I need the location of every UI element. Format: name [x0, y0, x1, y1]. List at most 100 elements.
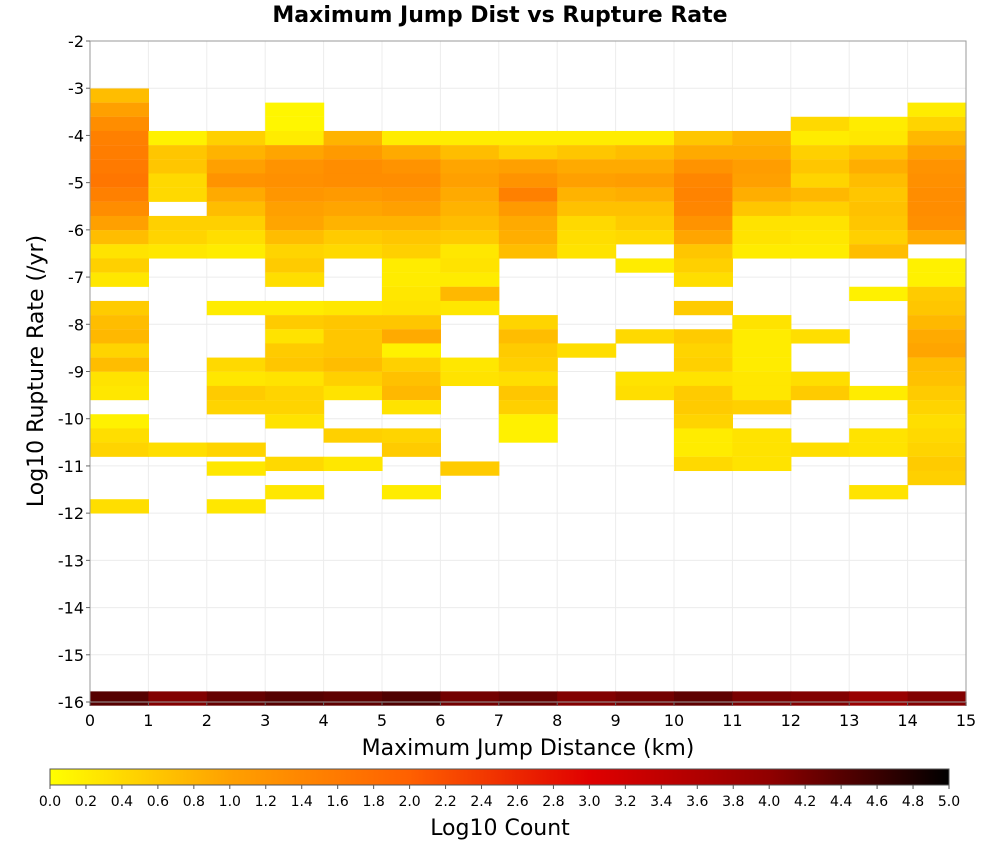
heatmap-cell	[907, 258, 967, 273]
heatmap-cell	[498, 173, 558, 188]
heatmap-cell	[382, 371, 441, 387]
heatmap-cell	[265, 173, 325, 188]
x-tick-label: 8	[552, 711, 562, 730]
colorbar-tick-label: 1.6	[327, 794, 349, 810]
heatmap-cell	[382, 272, 441, 287]
heatmap-cell	[90, 244, 149, 259]
heatmap-cell	[557, 159, 617, 174]
heatmap-cell	[674, 244, 733, 259]
heatmap-cell	[90, 187, 149, 202]
heatmap-cell	[732, 201, 792, 217]
heatmap-cell	[790, 230, 850, 245]
heatmap-cell	[557, 130, 617, 146]
heatmap-cell	[206, 371, 266, 387]
heatmap-cell	[674, 145, 733, 160]
heatmap-cell	[265, 130, 325, 146]
heatmap-cell	[265, 145, 325, 160]
heatmap-cell	[206, 385, 266, 401]
heatmap-cell	[907, 173, 967, 188]
heatmap-cell	[265, 315, 325, 330]
heatmap-cell	[907, 130, 967, 146]
heatmap-cell	[265, 244, 325, 259]
heatmap-cell	[498, 414, 558, 429]
heatmap-cell	[382, 286, 441, 302]
heatmap-cell	[498, 428, 558, 443]
heatmap-cell	[382, 315, 441, 330]
heatmap-cell	[907, 329, 967, 344]
heatmap-cell	[615, 215, 675, 231]
heatmap-cell	[206, 173, 266, 188]
heatmap-cell	[323, 173, 383, 188]
heatmap-cell	[440, 461, 500, 476]
y-tick-label: -5	[68, 174, 84, 193]
heatmap-cell	[148, 187, 208, 202]
heatmap-cell	[265, 371, 325, 387]
heatmap-cell	[382, 173, 441, 188]
heatmap-cell	[674, 130, 733, 146]
heatmap-cell	[265, 300, 325, 316]
heatmap-cell	[557, 230, 617, 245]
heatmap-cell	[498, 215, 558, 231]
x-tick-label: 7	[494, 711, 504, 730]
heatmap-cell	[849, 442, 909, 457]
heatmap-cell	[90, 414, 149, 429]
heatmap-cell	[615, 159, 675, 174]
y-tick-label: -10	[58, 410, 84, 429]
heatmap-cell	[206, 201, 266, 217]
heatmap-cell	[557, 187, 617, 202]
colorbar-tick-label: 0.4	[111, 794, 133, 810]
heatmap-cell	[674, 691, 733, 706]
heatmap-cell	[265, 691, 325, 706]
heatmap-cell	[206, 461, 266, 476]
heatmap-cell	[498, 691, 558, 706]
x-tick-label: 2	[202, 711, 212, 730]
heatmap-cell	[90, 315, 149, 330]
y-tick-label: -3	[68, 79, 84, 98]
heatmap-cell	[732, 159, 792, 174]
colorbar-tick-label: 2.2	[434, 794, 456, 810]
heatmap-cell	[148, 230, 208, 245]
heatmap-cell	[732, 428, 792, 443]
heatmap-cell	[90, 329, 149, 344]
heatmap-cell	[206, 244, 266, 259]
heatmap-cell	[206, 442, 266, 457]
heatmap-cell	[849, 173, 909, 188]
heatmap-cell	[732, 130, 792, 146]
heatmap-cell	[90, 130, 149, 146]
y-tick-label: -6	[68, 221, 84, 240]
heatmap-cell	[732, 343, 792, 358]
heatmap-cell	[907, 400, 967, 415]
heatmap-cell	[440, 244, 500, 259]
heatmap-cell	[557, 215, 617, 231]
heatmap-cell	[206, 300, 266, 316]
x-axis-title: Maximum Jump Distance (km)	[362, 736, 695, 761]
heatmap-cell	[907, 442, 967, 457]
heatmap-cell	[674, 371, 733, 387]
heatmap-cell	[265, 414, 325, 429]
colorbar-tick-label: 0.0	[39, 794, 61, 810]
heatmap-cell	[382, 343, 441, 358]
heatmap-cell	[265, 230, 325, 245]
heatmap-cell	[148, 244, 208, 259]
heatmap-cell	[615, 258, 675, 273]
heatmap-cell	[323, 329, 383, 344]
heatmap-cell	[323, 130, 383, 146]
heatmap-cell	[148, 442, 208, 457]
heatmap-cell	[615, 145, 675, 160]
x-tick-label: 3	[260, 711, 270, 730]
heatmap-cell	[90, 102, 149, 117]
heatmap-cell	[440, 159, 500, 174]
x-tick-label: 5	[377, 711, 387, 730]
heatmap-cell	[323, 357, 383, 372]
heatmap-cell	[557, 691, 617, 706]
heatmap-cell	[265, 385, 325, 401]
heatmap-cell	[674, 201, 733, 217]
heatmap-cell	[382, 329, 441, 344]
heatmap-cell	[615, 371, 675, 387]
y-tick-label: -15	[58, 646, 84, 665]
heatmap-cell	[265, 159, 325, 174]
colorbar-tick-label: 0.2	[75, 794, 97, 810]
heatmap-cell	[907, 385, 967, 401]
colorbar-tick-label: 3.0	[578, 794, 600, 810]
